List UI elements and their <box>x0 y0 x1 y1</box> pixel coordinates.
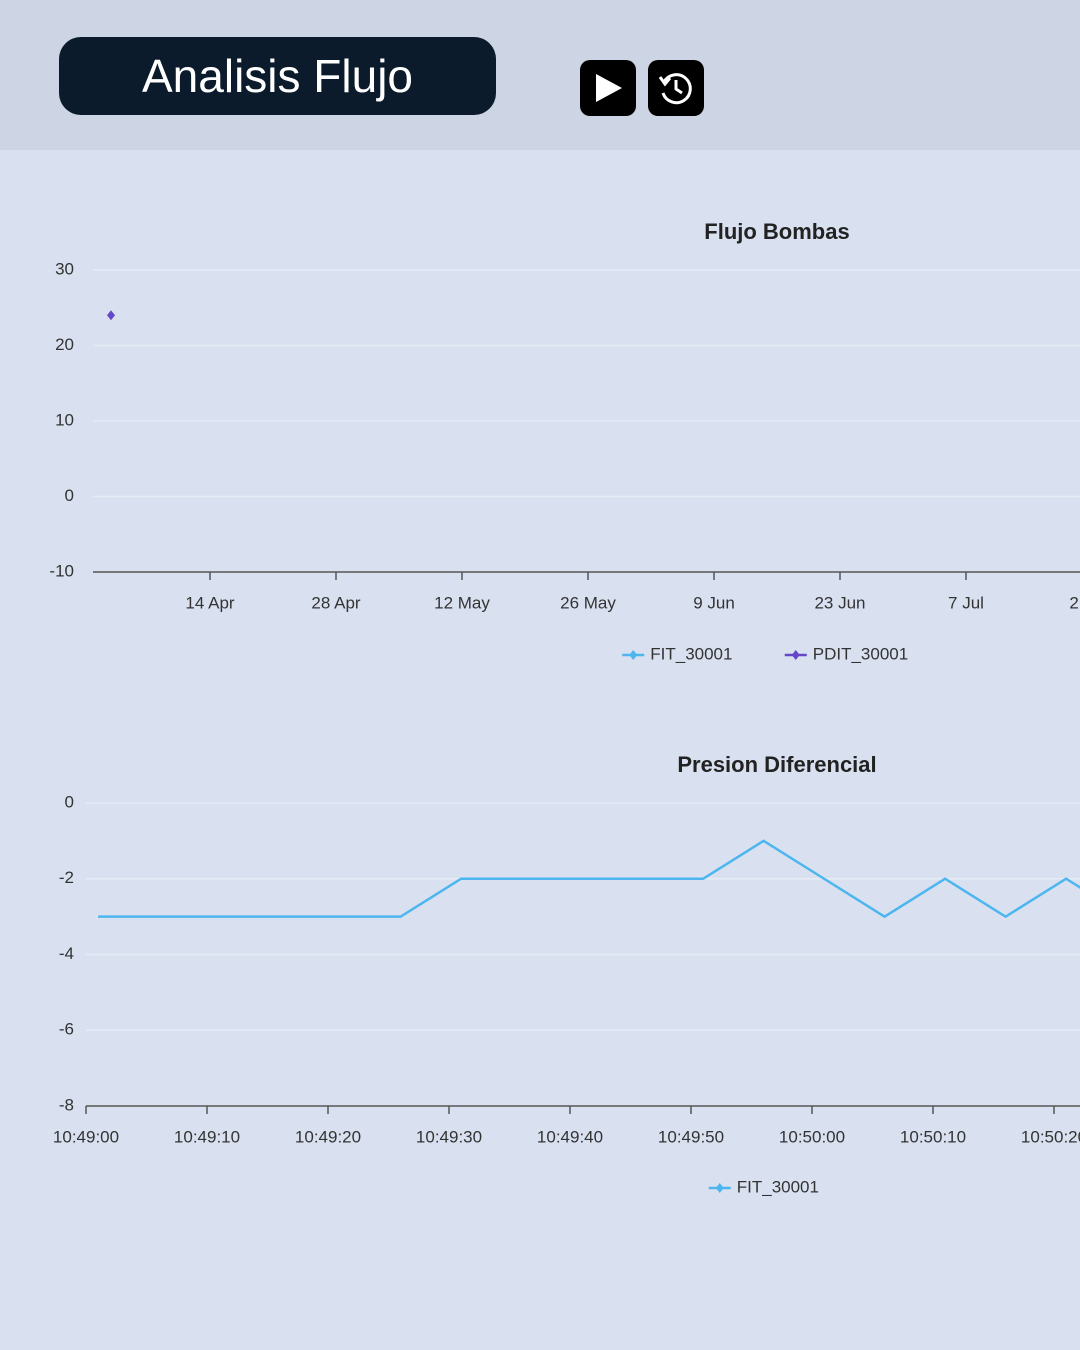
y-tick-label: -2 <box>59 868 74 887</box>
history-icon <box>658 73 692 105</box>
chart-title: Flujo Bombas <box>704 219 849 244</box>
y-tick-label: 0 <box>65 486 74 505</box>
legend-label: FIT_30001 <box>737 1177 819 1196</box>
header-bar: Analisis Flujo <box>0 0 1080 150</box>
play-icon <box>596 74 622 102</box>
x-tick-label: 10:50:00 <box>779 1127 845 1146</box>
y-tick-label: 0 <box>65 792 74 811</box>
x-tick-label: 10:49:50 <box>658 1127 724 1146</box>
x-tick-label: 10:49:10 <box>174 1127 240 1146</box>
x-tick-label: 10:49:40 <box>537 1127 603 1146</box>
history-button[interactable] <box>648 60 704 116</box>
legend-marker <box>715 1183 724 1193</box>
page-title: Analisis Flujo <box>59 37 496 115</box>
x-tick-label: 28 Apr <box>311 593 360 612</box>
y-tick-label: -10 <box>49 561 74 580</box>
legend-marker <box>629 650 638 660</box>
x-tick-label: 10:49:00 <box>53 1127 119 1146</box>
series-line <box>98 839 1080 919</box>
x-tick-label: 10:50:10 <box>900 1127 966 1146</box>
data-point <box>107 310 115 321</box>
x-tick-label: 14 Apr <box>185 593 234 612</box>
y-tick-label: 30 <box>55 259 74 278</box>
legend-label: PDIT_30001 <box>813 644 908 663</box>
x-tick-label: 9 Jun <box>693 593 735 612</box>
legend-marker <box>791 650 800 660</box>
x-tick-label: 23 Jun <box>814 593 865 612</box>
x-tick-label: 26 May <box>560 593 616 612</box>
legend-label: FIT_30001 <box>650 644 732 663</box>
x-tick-label: 7 Jul <box>948 593 984 612</box>
y-tick-label: -8 <box>59 1095 74 1114</box>
x-tick-label: 10:49:30 <box>416 1127 482 1146</box>
chart-title: Presion Diferencial <box>677 752 876 777</box>
y-tick-label: -4 <box>59 944 74 963</box>
x-tick-label: 10:50:20 <box>1021 1127 1080 1146</box>
x-tick-label: 10:49:20 <box>295 1127 361 1146</box>
y-tick-label: -6 <box>59 1020 74 1039</box>
x-tick-label: 12 May <box>434 593 490 612</box>
y-tick-label: 10 <box>55 410 74 429</box>
y-tick-label: 20 <box>55 335 74 354</box>
play-button[interactable] <box>580 60 636 116</box>
x-tick-label: 21 Jul <box>1069 593 1080 612</box>
